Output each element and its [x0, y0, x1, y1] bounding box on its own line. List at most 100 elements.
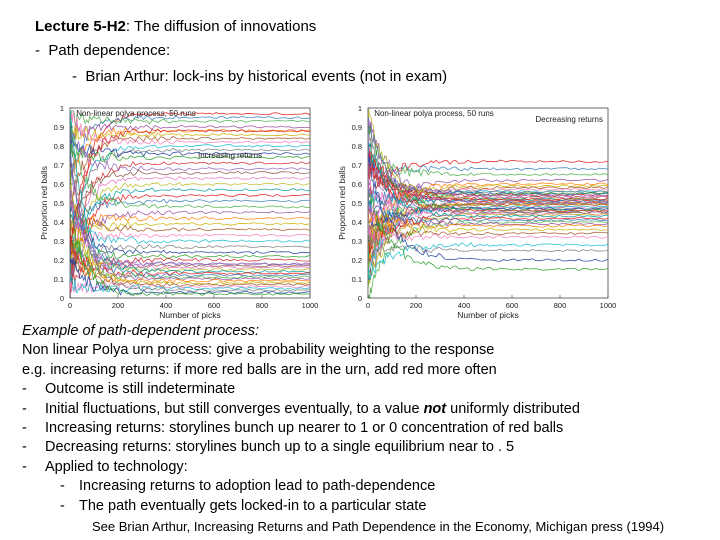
series-line	[368, 167, 608, 259]
series-line	[368, 178, 608, 241]
list-item: - Initial fluctuations, but still converg…	[22, 400, 580, 417]
y-tick-label: 0.2	[54, 256, 64, 265]
series-line	[70, 154, 310, 282]
x-tick-label: 800	[256, 301, 269, 310]
series-line	[368, 206, 608, 286]
series-line	[70, 160, 310, 231]
y-tick-label: 0.3	[54, 237, 64, 246]
series-line	[70, 186, 310, 267]
y-tick-label: 0.6	[352, 180, 362, 189]
x-tick-label: 400	[160, 301, 173, 310]
bullet-path-dependence: - Path dependence:	[35, 42, 170, 59]
series-line	[368, 152, 608, 178]
slide-title: Lecture 5-H2: The diffusion of innovatio…	[35, 18, 316, 35]
x-tick-label: 600	[506, 301, 519, 310]
chart-annotation: Increasing returns	[198, 151, 262, 160]
sub-list-item: - Increasing returns to adoption lead to …	[60, 478, 436, 495]
series-line	[368, 183, 608, 252]
series-group	[70, 108, 310, 298]
series-line	[70, 125, 310, 221]
list-item: - Outcome is still indeterminate	[22, 381, 236, 398]
series-line	[70, 108, 310, 145]
x-tick-label: 0	[68, 301, 72, 310]
y-tick-label: 0.8	[54, 142, 64, 151]
sub-list-item: - The path eventually gets locked-in to a…	[60, 497, 427, 514]
series-line	[70, 119, 310, 231]
x-tick-label: 800	[554, 301, 567, 310]
y-tick-label: 0.3	[352, 237, 362, 246]
series-line	[70, 111, 310, 260]
y-axis-label: Proportion red balls	[39, 166, 49, 240]
series-line	[70, 162, 310, 297]
text-line: Non linear Polya urn process: give a pro…	[22, 342, 495, 359]
series-line	[368, 121, 608, 281]
series-line	[368, 117, 608, 240]
x-tick-label: 0	[366, 301, 370, 310]
x-axis-label: Number of picks	[159, 310, 220, 320]
series-line	[70, 189, 310, 246]
series-line	[368, 200, 608, 270]
series-line	[368, 224, 608, 286]
y-tick-label: 0.2	[352, 256, 362, 265]
bullet-text: Path dependence:	[48, 42, 171, 59]
series-line	[70, 175, 310, 260]
y-tick-label: 0.6	[54, 180, 64, 189]
y-tick-label: 0.4	[352, 218, 362, 227]
series-line	[368, 213, 608, 254]
lecture-code: Lecture 5-H2	[35, 18, 126, 35]
example-heading: Example of path-dependent process:	[22, 323, 259, 339]
series-line	[368, 171, 608, 206]
series-line	[70, 134, 310, 273]
text-line: e.g. increasing returns: if more red bal…	[22, 361, 497, 378]
bullet-dash: -	[35, 42, 40, 59]
list-item: - Increasing returns: storylines bunch up…	[22, 420, 564, 437]
chart-annotation: Decreasing returns	[535, 115, 603, 124]
series-line	[368, 164, 608, 201]
series-line	[368, 187, 608, 252]
y-tick-label: 0.5	[54, 199, 64, 208]
y-tick-label: 0.8	[352, 142, 362, 151]
series-line	[70, 128, 310, 245]
y-axis-label: Proportion red balls	[337, 166, 347, 240]
x-axis-label: Number of picks	[457, 310, 518, 320]
series-line	[368, 179, 608, 243]
series-line	[70, 181, 310, 272]
citation: See Brian Arthur, Increasing Returns and…	[92, 519, 665, 534]
list-item: - Applied to technology:	[22, 458, 188, 475]
series-line	[70, 135, 310, 233]
series-line	[70, 113, 310, 159]
series-line	[70, 144, 310, 256]
y-tick-label: 0.5	[352, 199, 362, 208]
bullet-text: Brian Arthur: lock-ins by historical eve…	[85, 68, 448, 85]
series-line	[70, 112, 310, 288]
series-line	[368, 203, 608, 245]
x-tick-label: 1000	[302, 301, 319, 310]
y-tick-label: 1	[60, 104, 64, 113]
series-line	[70, 172, 310, 286]
y-tick-label: 0.7	[352, 161, 362, 170]
bullet-dash: -	[72, 68, 77, 85]
series-line	[368, 191, 608, 270]
series-line	[368, 155, 608, 227]
series-line	[368, 152, 608, 262]
series-line	[70, 184, 310, 280]
y-tick-label: 0.9	[352, 123, 362, 132]
x-tick-label: 200	[112, 301, 125, 310]
y-tick-label: 0.1	[352, 275, 362, 284]
chart-increasing-returns: 0 0.1 0.2 0.3 0.4 0.5 0.6 0.7 0.8 0.9 1 0 200 400 600 8…	[39, 104, 319, 320]
series-line	[70, 243, 310, 286]
series-line	[368, 209, 608, 232]
y-tick-label: 0	[60, 294, 64, 303]
series-line	[368, 155, 608, 268]
y-tick-label: 0.7	[54, 161, 64, 170]
series-line	[70, 114, 310, 162]
series-line	[70, 138, 310, 296]
explanation-text: Example of path-dependent process: Non l…	[22, 322, 712, 516]
series-line	[70, 197, 310, 284]
x-tick-label: 1000	[600, 301, 617, 310]
bullet-brian-arthur: - Brian Arthur: lock-ins by historical e…	[72, 68, 447, 85]
series-line	[70, 256, 310, 289]
series-line	[70, 147, 310, 275]
chart-title: Non-linear polya process, 50 runs	[374, 109, 494, 118]
series-line	[70, 123, 310, 292]
